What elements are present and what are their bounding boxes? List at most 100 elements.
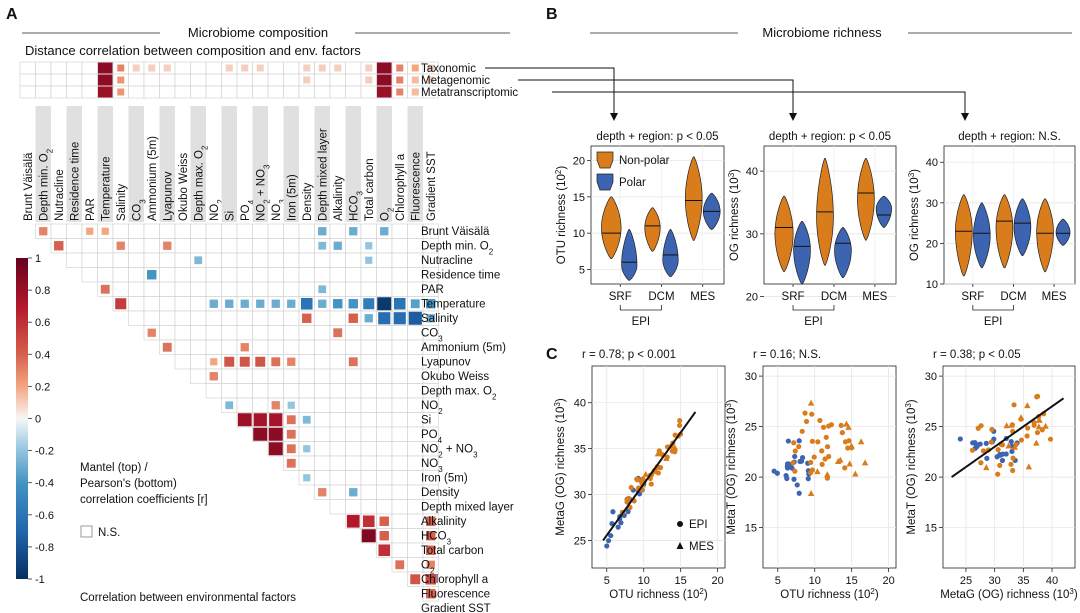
correlation-stat: r = 0.78; p < 0.001 xyxy=(582,349,676,361)
pearson-cell-frame xyxy=(376,455,393,471)
mantel-cell-frame xyxy=(345,85,362,99)
regression-line xyxy=(602,411,697,542)
pearson-cell-frame xyxy=(314,470,331,486)
panel-a-section-title: Microbiome composition xyxy=(188,25,328,40)
legend-marker-circle xyxy=(677,521,683,527)
legend-line-1: Mantel (top) / xyxy=(80,462,149,474)
pearson-cell-frame xyxy=(329,455,346,471)
epi-label: EPI xyxy=(804,316,823,328)
mantel-cell-frame xyxy=(50,61,67,75)
pearson-cell-frame xyxy=(267,238,284,254)
data-point-mes xyxy=(861,459,869,466)
mantel-cell-frame xyxy=(159,73,176,87)
pearson-cell-frame xyxy=(376,412,393,428)
colorbar-tick-label: 0.4 xyxy=(35,349,50,361)
pearson-cell-frame xyxy=(221,310,238,326)
pearson-cell-frame xyxy=(174,267,191,283)
data-point-mes xyxy=(1024,402,1031,409)
pearson-cell xyxy=(271,357,281,367)
variable-label-right: Okubo Weiss xyxy=(421,371,489,383)
variable-label-right: Iron (5m) xyxy=(421,473,468,485)
pearson-cell-frame xyxy=(376,354,393,370)
mantel-cell-frame xyxy=(205,85,222,99)
pearson-cell-frame xyxy=(345,383,362,399)
variable-label-rotated: Depth mixed layer xyxy=(317,128,329,221)
panel-c-letter: C xyxy=(546,346,558,363)
y-tick-label: 20 xyxy=(573,156,585,168)
pearson-cell xyxy=(101,227,109,235)
pearson-cell-frame xyxy=(298,383,315,399)
arrow-line xyxy=(552,91,966,118)
data-point-epi xyxy=(1013,441,1019,448)
pearson-cell-frame xyxy=(283,223,300,239)
data-point-mes xyxy=(852,470,859,477)
pearson-cell-frame xyxy=(81,267,98,283)
x-tick-label: MES xyxy=(690,291,715,303)
pearson-cell xyxy=(348,313,358,323)
pearson-cell xyxy=(426,560,435,569)
y-tick-label: 25 xyxy=(925,422,937,434)
pearson-cell-frame xyxy=(159,296,176,312)
pearson-cell-frame xyxy=(314,426,331,442)
pearson-cell-frame xyxy=(252,267,269,283)
variable-label-band xyxy=(376,106,392,222)
x-tick-label: SRF xyxy=(961,291,984,303)
panel-a-subtitle: Distance correlation between composition… xyxy=(25,43,361,58)
pearson-cell-frame xyxy=(360,412,377,428)
violin xyxy=(995,194,1014,269)
pearson-cell-frame xyxy=(159,281,176,297)
mantel-cell xyxy=(396,88,404,96)
data-point-epi xyxy=(624,499,630,505)
pearson-cell-frame xyxy=(360,397,377,413)
pearson-cell xyxy=(426,531,436,541)
variable-label-rotated: CO3 xyxy=(131,199,147,221)
data-point-mes xyxy=(807,399,815,406)
pearson-cell-frame xyxy=(376,325,393,341)
pearson-cell-frame xyxy=(314,354,331,370)
ns-legend-label: N.S. xyxy=(98,527,120,539)
pearson-cell-frame xyxy=(391,339,408,355)
mantel-cell xyxy=(334,64,342,72)
pearson-cell-frame xyxy=(97,238,114,254)
variable-label-rotated: Okubo Weiss xyxy=(178,153,190,221)
x-tick-label: DCM xyxy=(648,291,674,303)
pearson-cell-frame xyxy=(391,281,408,297)
x-tick-label: DCM xyxy=(821,291,847,303)
test-annotation: depth + region: p < 0.05 xyxy=(769,131,891,143)
x-tick-label: 35 xyxy=(1017,575,1029,587)
pearson-cell-frame xyxy=(329,441,346,457)
data-point-epi xyxy=(677,417,683,424)
violin xyxy=(955,194,973,277)
epi-bracket xyxy=(619,305,662,311)
variable-label-right: Salinity xyxy=(421,313,458,325)
y-axis-label: OG richness (103) xyxy=(727,169,742,261)
pearson-cell-frame xyxy=(391,223,408,239)
pearson-cell-frame xyxy=(391,354,408,370)
pearson-cell-frame xyxy=(252,223,269,239)
pearson-cell-frame xyxy=(128,310,145,326)
pearson-cell xyxy=(253,427,268,441)
ns-legend-swatch xyxy=(80,525,93,538)
variable-label-rotated: Lyapunov xyxy=(162,171,174,221)
pearson-cell-frame xyxy=(236,383,253,399)
pearson-cell xyxy=(318,285,327,294)
variable-label-rotated: Alkalinity xyxy=(333,175,345,221)
pearson-cell xyxy=(365,256,373,264)
pearson-cell-frame xyxy=(252,339,269,355)
pearson-cell-frame xyxy=(298,354,315,370)
pearson-cell xyxy=(361,529,376,543)
pearson-cell-frame xyxy=(314,310,331,326)
data-point-epi xyxy=(1018,437,1025,443)
pearson-cell-frame xyxy=(159,223,176,239)
data-point-epi xyxy=(799,455,806,461)
pearson-cell-frame xyxy=(205,267,222,283)
pearson-cell-frame xyxy=(391,513,408,529)
colorbar xyxy=(16,258,28,579)
pearson-cell-frame xyxy=(298,325,315,341)
mantel-cell-frame xyxy=(314,73,331,87)
pearson-cell-frame xyxy=(174,296,191,312)
scatter-plots: 25 30 35 40 5 10 15 20 r = 0.78; p < 0.001 OTU ri… xyxy=(553,349,1078,601)
y-tick-label: 30 xyxy=(926,198,938,210)
